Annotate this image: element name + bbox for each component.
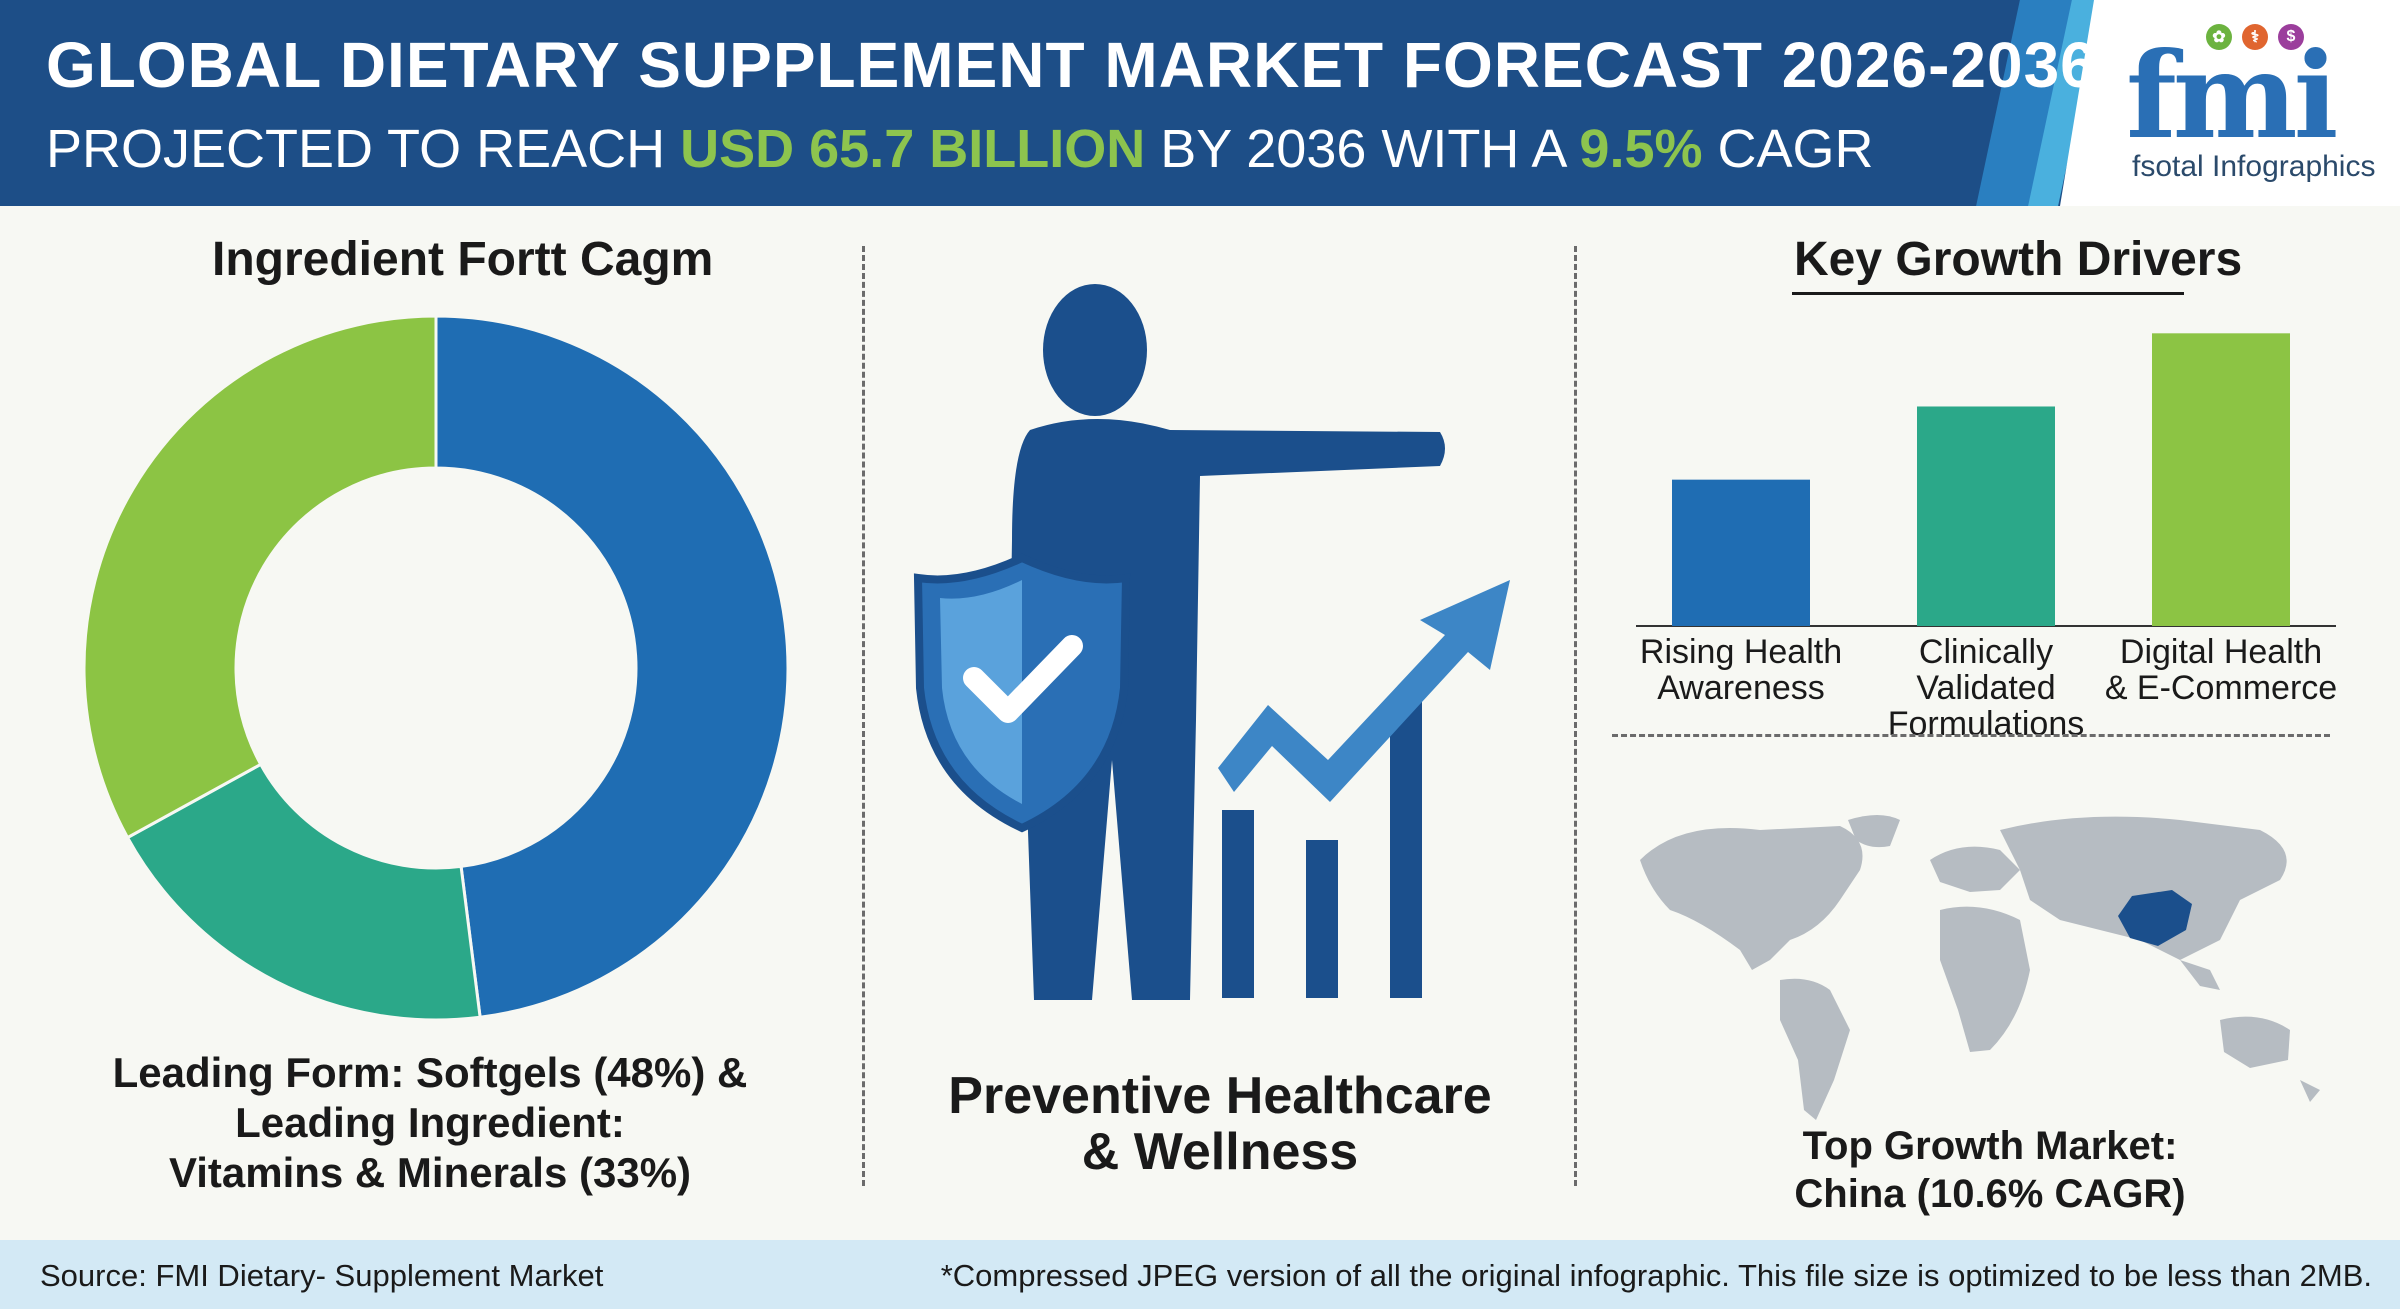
bar-label-2: Clinically Validated Formulations [1866,634,2106,742]
donut-slice-1 [434,314,790,1019]
column-divider-right [1574,246,1577,1186]
fmi-logo: fmi [2126,26,2338,165]
bar-label-1: Rising Health Awareness [1621,634,1861,706]
center-caption-line1: Preventive Healthcare [948,1067,1492,1125]
dollar-icon: $ [2278,24,2304,50]
center-caption: Preventive Healthcare & Wellness [880,1068,1560,1180]
subtitle-suffix: CAGR [1702,119,1874,179]
bar-label-3: Digital Health & E-Commerce [2101,634,2341,706]
donut-chart-title: Ingredient Fortt Cagm [212,233,714,286]
subtitle-middle: BY 2036 WITH A [1145,119,1580,179]
footer-source: Source: FMI Dietary- Supplement Market [40,1258,604,1293]
growth-arrow-icon [1218,580,1510,998]
preventive-health-illustration [913,284,1510,1000]
donut-caption: Leading Form: Softgels (48%) & Leading I… [40,1048,820,1198]
donut-chart [82,314,790,1022]
column-divider-left [862,246,865,1186]
bar-label-line: Clinically Validated [1916,633,2056,707]
china-highlight [2118,890,2192,946]
world-map [1640,815,2320,1120]
center-caption-line2: & Wellness [1081,1123,1359,1181]
caption-leading-ingredient-label: Leading Ingredient: [235,1099,625,1146]
donut-slice-3 [82,314,438,840]
cagr-highlight: 9.5% [1579,119,1703,179]
donut-slice-2 [125,762,482,1022]
bar-label-line: & E-Commerce [2104,669,2338,707]
bar-1 [1672,479,1810,626]
bar-label-line: Awareness [1657,669,1825,707]
page-subtitle: PROJECTED TO REACH USD 65.7 BILLION BY 2… [46,118,1874,180]
map-caption-line1: Top Growth Market: [1802,1124,2178,1168]
footer-bar [0,1240,2400,1309]
page-title: GLOBAL DIETARY SUPPLEMENT MARKET FORECAS… [46,29,2097,101]
growth-drivers-bar-chart [1636,333,2336,627]
map-caption: Top Growth Market: China (10.6% CAGR) [1700,1122,2280,1218]
bar-2 [1917,406,2055,626]
header-banner [0,0,2400,206]
market-value-highlight: USD 65.7 BILLION [680,119,1146,179]
subtitle-prefix: PROJECTED TO REACH [46,119,681,179]
right-panel-divider [1612,734,2330,737]
person-pointing-icon [1010,284,1445,1000]
bar-label-line: Digital Health [2119,633,2323,671]
world-map-landmass [1640,815,2320,1120]
caption-leading-ingredient-value: Vitamins & Minerals (33%) [168,1149,692,1196]
bar-chart-title: Key Growth Drivers [1794,233,2243,286]
map-caption-line2: China (10.6% CAGR) [1794,1172,2186,1216]
logo-icons: ✿ ⚕ $ [2206,24,2304,50]
flask-icon: ⚕ [2242,24,2268,50]
logo-subtext: fsotal Infographics [2132,150,2376,183]
caption-leading-form: Leading Form: Softgels (48%) & [112,1049,748,1096]
leaf-icon: ✿ [2206,24,2232,50]
shield-check-icon [913,553,1131,833]
bar-chart-title-underline [1792,292,2184,295]
footer-note: *Compressed JPEG version of all the orig… [940,1258,2372,1293]
bar-label-line: Rising Health [1639,633,1843,671]
bar-3 [2152,333,2290,626]
